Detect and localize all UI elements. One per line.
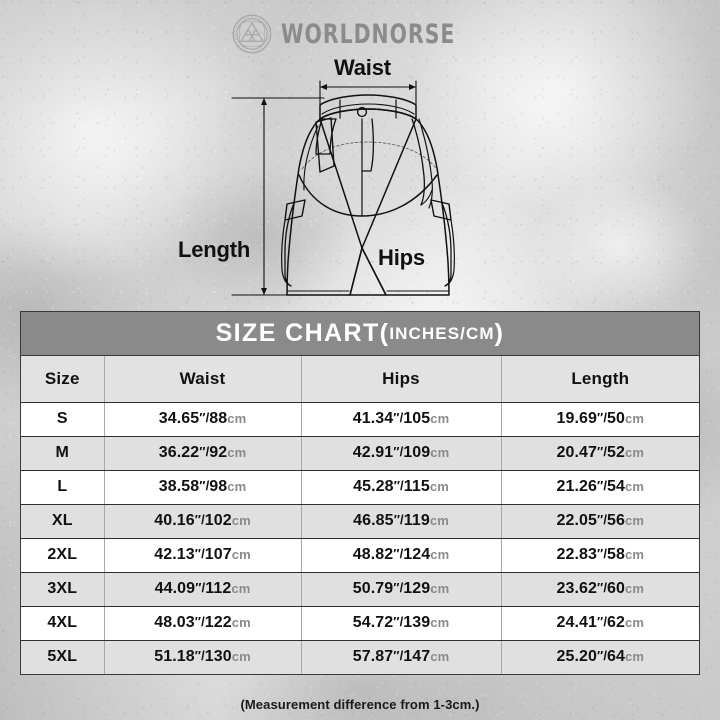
brand-header: WORLDNORSE: [0, 14, 720, 54]
table-row: 3XL 44.09″/112cm 50.79″/129cm 23.62″/60cm: [21, 572, 699, 607]
cell-length: 25.20″/64cm: [501, 640, 699, 674]
cell-length: 20.47″/52cm: [501, 436, 699, 471]
cell-size: 2XL: [21, 538, 105, 573]
table-row: 2XL 42.13″/107cm 48.82″/124cm 22.83″/58cm: [21, 538, 699, 573]
cell-waist: 42.13″/107cm: [104, 538, 302, 573]
garment-diagram: Waist Length Hips: [0, 48, 720, 310]
table-row: 5XL 51.18″/130cm 57.87″/147cm 25.20″/64cm: [21, 640, 699, 674]
size-chart-title-units: INCHES/CM: [389, 323, 495, 343]
table-row: XL 40.16″/102cm 46.85″/119cm 22.05″/56cm: [21, 504, 699, 539]
cell-waist: 48.03″/122cm: [104, 606, 302, 641]
cell-hips: 46.85″/119cm: [301, 504, 502, 539]
cell-size: L: [21, 470, 105, 505]
table-row: 4XL 48.03″/122cm 54.72″/139cm 24.41″/62cm: [21, 606, 699, 641]
cell-length: 24.41″/62cm: [501, 606, 699, 641]
column-header-hips: Hips: [301, 356, 502, 403]
size-chart-title-main: SIZE CHART: [215, 319, 380, 347]
size-chart-table: SIZE CHART(INCHES/CM) Size Waist Hips Le…: [20, 311, 700, 675]
size-chart-title: SIZE CHART(INCHES/CM): [21, 312, 699, 356]
cell-waist: 40.16″/102cm: [104, 504, 302, 539]
length-label: Length: [178, 237, 251, 262]
cell-hips: 57.87″/147cm: [301, 640, 502, 674]
cell-hips: 48.82″/124cm: [301, 538, 502, 573]
cargo-shorts-line-drawing-icon: [231, 80, 455, 296]
measurement-note: (Measurement difference from 1-3cm.): [240, 697, 480, 712]
cell-hips: 45.28″/115cm: [301, 470, 502, 505]
size-chart-title-close-paren: ): [494, 319, 505, 347]
cell-size: 4XL: [21, 606, 105, 641]
cell-waist: 51.18″/130cm: [104, 640, 302, 674]
brand-name: WORLDNORSE: [280, 18, 456, 50]
cell-size: M: [21, 436, 105, 471]
measurements-grid: Size Waist Hips Length S 34.65″/88cm 41.34…: [21, 356, 699, 674]
column-header-size: Size: [21, 356, 105, 403]
cell-waist: 36.22″/92cm: [104, 436, 302, 471]
cell-size: XL: [21, 504, 105, 539]
cell-waist: 34.65″/88cm: [104, 402, 302, 437]
cell-waist: 44.09″/112cm: [104, 572, 302, 607]
table-header-row: Size Waist Hips Length: [21, 356, 699, 403]
column-header-length: Length: [501, 356, 699, 403]
table-row: M 36.22″/92cm 42.91″/109cm 20.47″/52cm: [21, 436, 699, 471]
table-row: L 38.58″/98cm 45.28″/115cm 21.26″/54cm: [21, 470, 699, 505]
cell-length: 19.69″/50cm: [501, 402, 699, 437]
hips-label: Hips: [378, 245, 425, 270]
cell-hips: 42.91″/109cm: [301, 436, 502, 471]
cell-length: 22.05″/56cm: [501, 504, 699, 539]
table-row: S 34.65″/88cm 41.34″/105cm 19.69″/50cm: [21, 402, 699, 437]
valknut-circle-icon: [232, 14, 272, 54]
cell-size: 3XL: [21, 572, 105, 607]
column-header-waist: Waist: [104, 356, 302, 403]
size-chart-title-open-paren: (: [379, 319, 390, 347]
cell-hips: 50.79″/129cm: [301, 572, 502, 607]
cell-size: S: [21, 402, 105, 437]
cell-hips: 54.72″/139cm: [301, 606, 502, 641]
waist-dimension-arrow: [319, 80, 417, 105]
cell-length: 23.62″/60cm: [501, 572, 699, 607]
cell-waist: 38.58″/98cm: [104, 470, 302, 505]
cell-length: 22.83″/58cm: [501, 538, 699, 573]
cell-length: 21.26″/54cm: [501, 470, 699, 505]
cell-hips: 41.34″/105cm: [301, 402, 502, 437]
waist-label: Waist: [334, 55, 391, 80]
cell-size: 5XL: [21, 640, 105, 674]
